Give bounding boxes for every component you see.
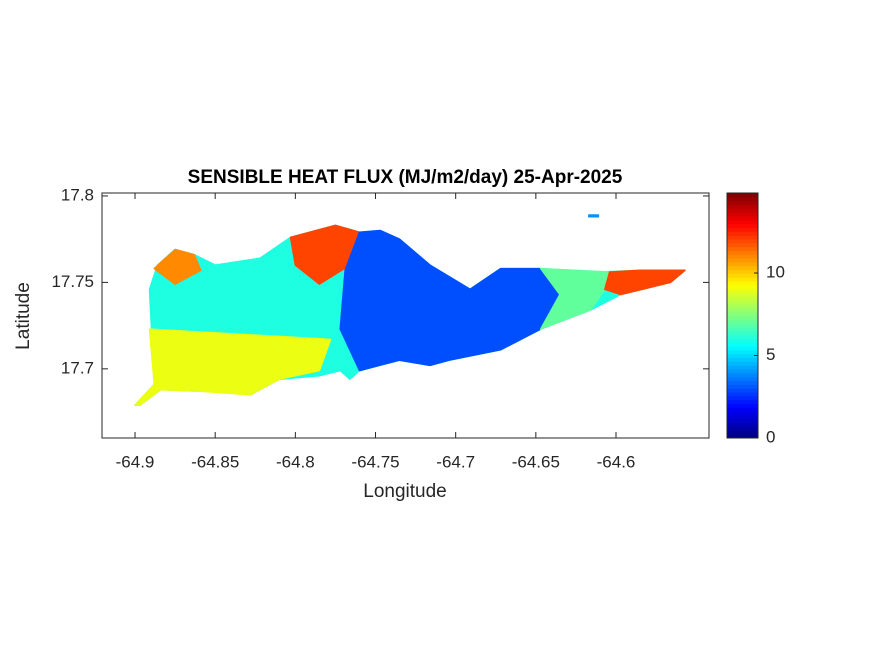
colorbar-swatch bbox=[727, 235, 758, 240]
colorbar-swatch bbox=[727, 326, 758, 332]
colorbar-swatch bbox=[727, 227, 758, 232]
colorbar-swatch bbox=[727, 349, 758, 355]
colorbar-swatch bbox=[727, 372, 758, 378]
colorbar-swatch bbox=[727, 200, 758, 205]
colorbar-swatch bbox=[727, 380, 758, 385]
colorbar-swatch bbox=[727, 319, 758, 324]
colorbar-tick-label: 0 bbox=[766, 427, 775, 446]
colorbar-swatch bbox=[727, 330, 758, 336]
colorbar-swatch bbox=[727, 353, 758, 359]
colorbar-swatch bbox=[727, 288, 758, 294]
colorbar-swatch bbox=[727, 212, 758, 217]
x-tick-label: -64.6 bbox=[597, 452, 636, 471]
x-tick-label: -64.75 bbox=[351, 452, 399, 471]
y-tick-label: 17.75 bbox=[51, 272, 94, 291]
colorbar-swatch bbox=[727, 273, 758, 278]
colorbar-swatch bbox=[727, 223, 758, 228]
colorbar-swatch bbox=[727, 361, 758, 366]
colorbar-swatch bbox=[727, 215, 758, 221]
axes-box bbox=[101, 192, 710, 439]
x-tick-label: -64.65 bbox=[512, 452, 560, 471]
colorbar-swatch bbox=[727, 323, 758, 328]
plot-area bbox=[134, 214, 686, 406]
colorbar-tick-label: 10 bbox=[766, 263, 785, 282]
colorbar-swatch bbox=[727, 395, 758, 401]
colorbar-swatch bbox=[727, 300, 758, 305]
colorbar-swatch bbox=[727, 369, 758, 374]
colorbar-swatch bbox=[727, 196, 758, 202]
colorbar-swatch bbox=[727, 434, 758, 439]
colorbar-swatch bbox=[727, 269, 758, 274]
colorbar-swatch bbox=[727, 296, 758, 301]
colorbar-swatch bbox=[727, 258, 758, 263]
colorbar-swatch bbox=[727, 265, 758, 271]
colorbar-swatch bbox=[727, 407, 758, 412]
colorbar-swatch bbox=[727, 411, 758, 416]
region bbox=[134, 328, 332, 406]
colorbar-swatch bbox=[727, 422, 758, 428]
region bbox=[153, 248, 202, 285]
colorbar-swatch bbox=[727, 242, 758, 248]
colorbar-swatch bbox=[727, 238, 758, 244]
region bbox=[588, 214, 600, 218]
colorbar-swatch bbox=[727, 357, 758, 362]
colorbar-box bbox=[726, 192, 759, 439]
colorbar-swatch bbox=[727, 311, 758, 316]
colorbar-swatch bbox=[727, 338, 758, 343]
colorbar-swatch bbox=[727, 193, 758, 198]
colorbar-swatch bbox=[727, 231, 758, 236]
colorbar-swatch bbox=[727, 388, 758, 393]
colorbar-swatch bbox=[727, 250, 758, 255]
colorbar-swatch bbox=[727, 346, 758, 351]
colorbar-swatch bbox=[727, 342, 758, 347]
colorbar-swatch bbox=[727, 292, 758, 297]
colorbar-swatch bbox=[727, 430, 758, 435]
colorbar-tick-label: 5 bbox=[766, 345, 775, 364]
colorbar-swatch bbox=[727, 284, 758, 290]
x-tick-label: -64.7 bbox=[436, 452, 475, 471]
colorbar-swatch bbox=[727, 204, 758, 209]
colorbar-swatch bbox=[727, 392, 758, 397]
colorbar-swatch bbox=[727, 261, 758, 267]
colorbar-swatch bbox=[727, 403, 758, 408]
colorbar-swatch bbox=[727, 415, 758, 420]
colorbar-swatch bbox=[727, 399, 758, 405]
x-axis-label: Longitude bbox=[363, 481, 446, 502]
colorbar-swatch bbox=[727, 208, 758, 213]
y-tick-label: 17.8 bbox=[61, 185, 94, 204]
colorbar-swatch bbox=[727, 277, 758, 282]
region bbox=[604, 269, 686, 296]
colorbar-swatch bbox=[727, 307, 758, 313]
colorbar-swatch bbox=[727, 418, 758, 424]
chart-title: SENSIBLE HEAT FLUX (MJ/m2/day) 25-Apr-20… bbox=[188, 167, 623, 188]
x-tick-label: -64.85 bbox=[191, 452, 239, 471]
colorbar-swatch bbox=[727, 376, 758, 382]
colorbar-swatch bbox=[727, 246, 758, 251]
colorbar-swatch bbox=[727, 304, 758, 309]
colorbar-swatch bbox=[727, 254, 758, 259]
colorbar-swatch bbox=[727, 426, 758, 431]
colorbar-swatch bbox=[727, 315, 758, 320]
x-tick-label: -64.9 bbox=[116, 452, 155, 471]
colorbar-swatch bbox=[727, 334, 758, 339]
x-tick-label: -64.8 bbox=[276, 452, 315, 471]
colorbar-swatch bbox=[727, 384, 758, 389]
y-axis-label: Latitude bbox=[13, 282, 34, 350]
colorbar bbox=[727, 193, 758, 439]
colorbar-swatch bbox=[727, 219, 758, 225]
colorbar-swatch bbox=[727, 281, 758, 286]
colorbar-swatch bbox=[727, 365, 758, 370]
y-tick-label: 17.7 bbox=[61, 358, 94, 377]
